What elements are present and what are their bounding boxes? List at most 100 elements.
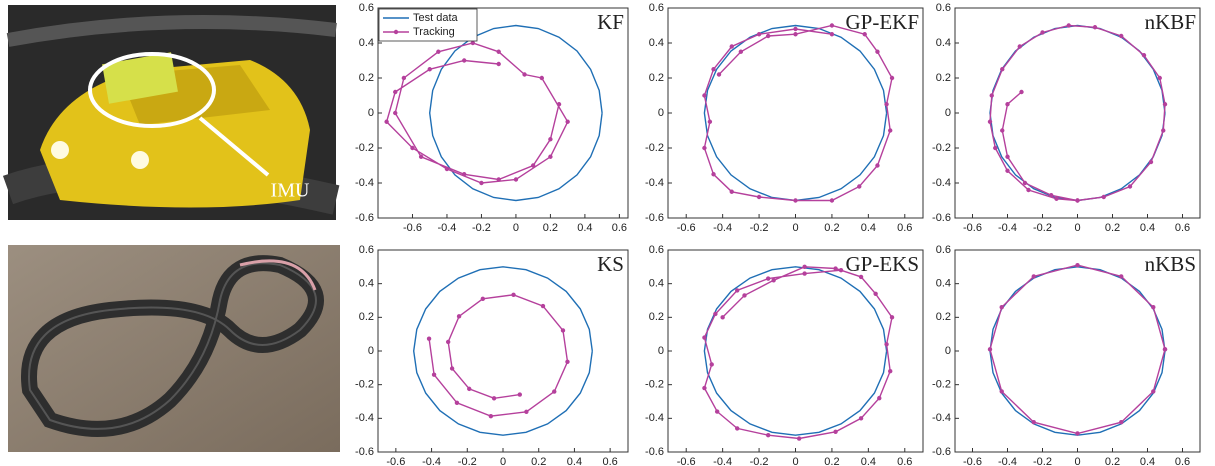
point [993, 145, 998, 151]
x-tick-label: -0.4 [998, 456, 1017, 466]
subplot-title: KS [597, 252, 624, 276]
series-line [703, 24, 888, 202]
point [884, 102, 889, 107]
point [384, 119, 389, 124]
point [496, 177, 501, 182]
point [1005, 102, 1010, 107]
x-tick-label: -0.6 [386, 456, 405, 466]
point [426, 336, 432, 341]
track-photo [8, 245, 340, 452]
point [1005, 154, 1010, 159]
point [454, 400, 460, 406]
point [436, 49, 441, 54]
point [873, 291, 878, 296]
point [735, 288, 740, 293]
x-tick-label: 0.6 [1175, 456, 1190, 466]
y-tick-label: 0.4 [359, 37, 374, 49]
point [560, 328, 566, 333]
point [1141, 53, 1147, 58]
point [1151, 389, 1156, 394]
point [796, 436, 802, 441]
point [1017, 44, 1022, 49]
point [884, 342, 889, 347]
point [556, 102, 562, 107]
point [742, 293, 747, 298]
subplot: -0.6 -0.4 -0.2 0 0.2 0.4 0.6 -0.6 -0.4 -0.2 0 0.2 0.… [932, 244, 1201, 466]
y-tick-label: -0.4 [645, 177, 664, 189]
point [467, 386, 472, 392]
point [1019, 89, 1024, 95]
point [479, 180, 484, 186]
point [888, 128, 893, 133]
series-line [412, 266, 593, 436]
y-tick-label: -0.6 [355, 446, 374, 458]
x-tick-label: 0.2 [543, 222, 558, 234]
point [1000, 128, 1005, 133]
x-tick-label: -0.2 [1033, 222, 1052, 234]
point [1119, 33, 1124, 39]
y-tick-label: 0 [368, 345, 374, 357]
point [1066, 23, 1071, 28]
point [793, 198, 798, 203]
y-tick-label: 0 [658, 345, 664, 357]
y-tick-label: 0.4 [649, 37, 664, 49]
point [427, 67, 432, 72]
x-tick-label: 0.4 [567, 456, 582, 466]
subplot: -0.6 -0.4 -0.2 0 0.2 0.4 0.6 -0.6 -0.4 -0.2 0 0.2 0.… [932, 2, 1201, 234]
subplot-title: GP-EKF [845, 10, 919, 34]
point [418, 154, 424, 159]
series-line [385, 42, 569, 184]
point [793, 32, 798, 37]
point [449, 366, 455, 371]
point [565, 119, 570, 124]
y-tick-label: -0.6 [645, 212, 664, 224]
legend-label: Tracking [413, 26, 455, 38]
y-tick-label: 0 [368, 107, 374, 119]
point [1162, 347, 1168, 352]
y-tick-label: 0.4 [649, 278, 664, 290]
point [1040, 30, 1045, 35]
plot-area [377, 7, 629, 219]
point [539, 75, 544, 81]
point [548, 154, 553, 159]
subplot: -0.6 -0.4 -0.2 0 0.2 0.4 0.6 -0.6 -0.4 -0.2 0 0.2 0.… [355, 2, 629, 234]
x-tick-label: 0.6 [602, 456, 617, 466]
point [1162, 102, 1168, 107]
point [1092, 25, 1098, 30]
point [793, 26, 798, 32]
point [1119, 420, 1124, 425]
point [765, 276, 771, 281]
y-tick-label: 0.6 [649, 2, 664, 14]
point [729, 189, 734, 194]
x-tick-label: 0.4 [861, 456, 876, 466]
y-tick-label: -0.2 [932, 379, 951, 391]
point [565, 359, 570, 364]
point [702, 385, 707, 391]
point [1127, 184, 1133, 189]
point [756, 194, 762, 200]
point [1022, 180, 1028, 186]
car-photo: IMU [2, 5, 340, 220]
point [716, 72, 722, 77]
series-line [428, 24, 603, 202]
point [552, 389, 557, 394]
y-tick-label: -0.6 [355, 212, 374, 224]
point [713, 311, 718, 317]
point [987, 119, 993, 124]
x-tick-label: 0.4 [1140, 456, 1155, 466]
x-tick-label: -0.2 [458, 456, 477, 466]
point [711, 67, 716, 72]
point [1005, 168, 1010, 173]
plot-area [954, 249, 1201, 453]
plot-area [667, 7, 924, 219]
legend-marker [393, 29, 399, 35]
point [829, 32, 835, 37]
point [829, 198, 835, 203]
subplot-title: nKBS [1145, 252, 1196, 276]
y-tick-label: 0 [658, 107, 664, 119]
point [540, 303, 546, 309]
point [491, 396, 497, 401]
point [445, 339, 451, 345]
y-tick-label: 0.6 [936, 244, 951, 256]
